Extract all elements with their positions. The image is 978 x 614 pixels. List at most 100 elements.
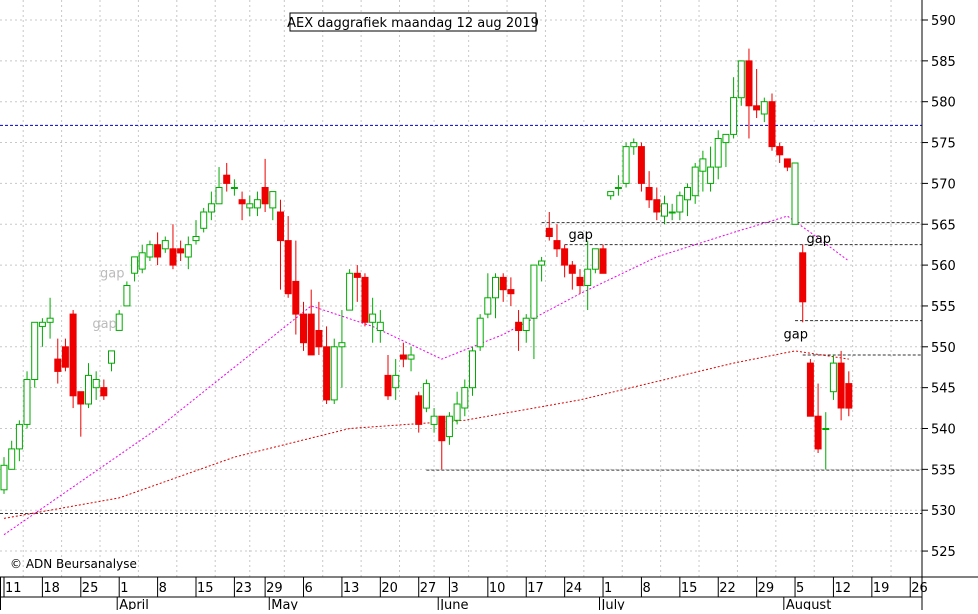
candle-95 — [722, 133, 730, 168]
candle-69 — [522, 314, 530, 343]
candle-47 — [353, 265, 361, 302]
candle-body-down — [438, 415, 446, 442]
candle-23 — [169, 224, 177, 270]
y-tick-label: 565 — [931, 218, 956, 233]
candle-105 — [799, 244, 807, 323]
candle-body-up — [330, 346, 338, 401]
candle-44 — [330, 338, 338, 404]
candle-body-up — [614, 187, 622, 189]
candle-73 — [553, 224, 561, 257]
candle-body-down — [77, 391, 85, 405]
candle-body-down — [277, 211, 284, 242]
candle-body-up — [392, 374, 400, 389]
month-label: August — [786, 598, 832, 610]
candle-59 — [445, 412, 453, 445]
x-tick-label: 27 — [420, 581, 437, 596]
x-tick-label: 13 — [343, 581, 360, 596]
candle-body-up — [630, 142, 638, 148]
candle-body-up — [161, 240, 169, 250]
candle-1 — [0, 457, 8, 494]
chart-title: AEX daggrafiek maandag 12 aug 2019 — [287, 16, 539, 31]
candle-body-down — [261, 187, 269, 205]
candle-body-up — [115, 313, 123, 331]
candle-body-down — [154, 244, 162, 258]
x-tick-label: 8 — [642, 581, 650, 596]
candle-body-down — [507, 289, 515, 295]
candle-68 — [515, 310, 523, 351]
candle-25 — [184, 236, 192, 270]
candle-body-up — [822, 428, 830, 430]
candle-7 — [46, 297, 54, 339]
candle-body-down — [384, 374, 392, 397]
candle-body-up — [538, 260, 546, 266]
y-tick-label: 535 — [931, 463, 956, 478]
y-tick-label: 545 — [931, 382, 956, 397]
candle-body-down — [315, 330, 323, 348]
candle-33 — [246, 195, 254, 217]
candle-body-up — [246, 203, 254, 209]
candle-body-down — [645, 187, 653, 201]
candle-6 — [38, 318, 46, 347]
candle-85 — [645, 171, 653, 208]
candle-60 — [453, 391, 461, 425]
candle-83 — [630, 138, 638, 155]
candle-100 — [760, 97, 768, 123]
candle-body-down — [553, 240, 561, 250]
candle-body-up — [707, 166, 715, 184]
y-tick-label: 525 — [931, 545, 956, 560]
candle-107 — [814, 383, 822, 454]
candle-body-up — [730, 97, 738, 135]
candle-108 — [822, 412, 830, 470]
candle-55 — [415, 391, 423, 433]
candle-58 — [438, 415, 446, 470]
candle-54 — [407, 346, 415, 372]
candle-81 — [614, 175, 622, 196]
candle-102 — [776, 142, 784, 163]
candle-17 — [123, 281, 131, 307]
month-label: July — [601, 598, 626, 610]
candle-body-down — [300, 313, 307, 344]
x-tick-label: 15 — [681, 581, 698, 596]
candle-body-up — [714, 138, 722, 168]
candle-93 — [707, 146, 715, 192]
candle-body-up — [607, 191, 615, 197]
candle-56 — [422, 379, 430, 413]
candle-body-up — [138, 252, 146, 270]
y-tick-label: 530 — [931, 504, 956, 519]
candle-body-down — [561, 248, 569, 266]
candle-body-up — [253, 199, 261, 209]
candle-body-down — [177, 248, 185, 254]
candle-109 — [829, 354, 837, 400]
candle-99 — [753, 69, 761, 119]
x-tick-label: 6 — [305, 581, 313, 596]
candle-body-down — [69, 313, 77, 397]
x-tick-label: 18 — [43, 581, 60, 596]
candle-3 — [15, 420, 23, 462]
month-label: April — [119, 598, 149, 610]
candle-body-down — [845, 383, 853, 409]
x-tick-label: 15 — [197, 581, 214, 596]
candle-78 — [591, 248, 599, 274]
x-tick-label: 10 — [489, 581, 506, 596]
candle-26 — [192, 220, 200, 245]
candle-98 — [745, 48, 753, 139]
candle-body-down — [814, 415, 822, 450]
candle-106 — [806, 359, 814, 417]
candle-101 — [768, 93, 776, 151]
candle-80 — [607, 191, 615, 200]
candle-body-up — [338, 342, 346, 348]
candle-91 — [691, 162, 699, 204]
candle-110 — [837, 350, 845, 421]
candle-97 — [737, 60, 745, 106]
candle-body-up — [699, 158, 707, 172]
candle-body-down — [806, 362, 814, 417]
candle-53 — [399, 342, 407, 368]
candle-18 — [131, 256, 139, 282]
moving-average-line-2 — [3, 350, 849, 519]
candle-32 — [238, 191, 246, 221]
candle-body-up — [230, 187, 238, 189]
candle-body-up — [269, 191, 277, 209]
candle-body-down — [599, 248, 607, 274]
candle-body-down — [545, 227, 553, 238]
